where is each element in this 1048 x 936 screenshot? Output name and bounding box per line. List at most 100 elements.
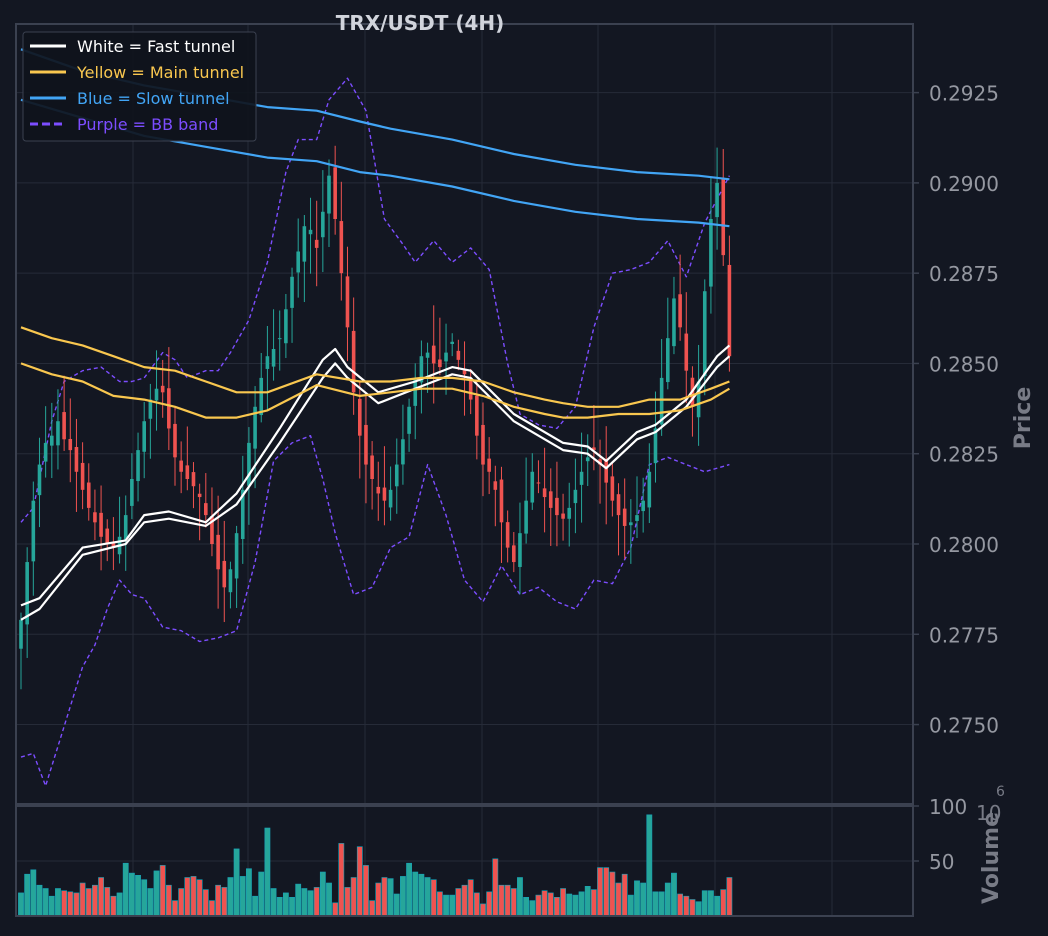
candlesticks xyxy=(19,145,732,690)
series-line-main-upper xyxy=(20,326,730,408)
volume-bar xyxy=(307,890,314,917)
candle-body xyxy=(284,309,288,344)
candle-body xyxy=(271,349,276,367)
volume-bar xyxy=(652,891,659,917)
volume-bar xyxy=(541,890,548,917)
price-tick-label: 0.2825 xyxy=(929,443,999,467)
volume-bar xyxy=(683,895,690,917)
candle-body xyxy=(641,500,645,512)
volume-bar xyxy=(215,884,222,917)
candle-body xyxy=(314,239,319,248)
volume-bar xyxy=(141,879,148,917)
volume-bar xyxy=(128,872,135,917)
candle-body xyxy=(394,464,399,487)
volume-bar xyxy=(455,888,462,917)
price-tick-label: 0.2850 xyxy=(929,352,999,376)
candle-body xyxy=(74,446,79,472)
volume-bar xyxy=(301,888,308,917)
candle-body xyxy=(216,534,220,570)
volume-bar xyxy=(529,900,536,917)
volume-bar xyxy=(252,895,258,917)
series-line-bb-lower xyxy=(20,435,730,787)
volume-bar xyxy=(190,876,197,917)
candle-body xyxy=(407,406,411,434)
volume-bar xyxy=(276,896,283,917)
volume-bar xyxy=(172,900,178,917)
price-tick-label: 0.2925 xyxy=(929,82,999,106)
candle-body xyxy=(259,377,264,416)
candle-body xyxy=(167,388,171,429)
price-axis-label: Price xyxy=(1011,387,1036,449)
candle-body xyxy=(130,479,134,506)
candle-body xyxy=(561,513,565,519)
price-tick-label: 0.2900 xyxy=(929,172,999,196)
candle-body xyxy=(493,481,498,490)
candle-body xyxy=(105,528,110,544)
candle-body xyxy=(709,219,713,287)
volume-bar xyxy=(695,901,702,917)
volume-bar xyxy=(375,882,382,917)
volume-bar xyxy=(443,894,449,917)
volume-bar xyxy=(646,814,653,917)
candle-body xyxy=(364,424,368,465)
candle-body xyxy=(86,482,91,508)
candle-body xyxy=(475,395,479,436)
candle-body xyxy=(530,471,535,503)
volume-bar xyxy=(116,892,123,917)
volume-bar xyxy=(621,873,628,917)
volume-bar xyxy=(209,900,215,917)
legend-box xyxy=(22,31,257,142)
candle-body xyxy=(376,486,381,494)
candle-body xyxy=(296,251,300,273)
volume-bar xyxy=(720,889,727,917)
candle-body xyxy=(148,399,153,419)
candle-body xyxy=(499,479,504,523)
series-line-fast-lower xyxy=(20,355,731,621)
volume-bar xyxy=(356,846,363,917)
volume-bar xyxy=(196,879,203,917)
candle-body xyxy=(185,465,190,479)
candle-body xyxy=(222,560,227,588)
candle-body xyxy=(592,447,596,451)
candle-body xyxy=(253,406,257,449)
volume-bar xyxy=(677,893,684,917)
volume-tick-label: 100 xyxy=(929,795,967,819)
candle-body xyxy=(659,377,664,425)
candle-body xyxy=(702,291,707,377)
candle-body xyxy=(234,533,239,579)
volume-bar xyxy=(48,895,55,917)
price-tick-label: 0.2875 xyxy=(929,262,999,286)
candle-body xyxy=(228,569,233,593)
volume-bar xyxy=(597,867,603,917)
candle-body xyxy=(277,338,282,340)
volume-bar xyxy=(603,867,610,917)
volume-bar xyxy=(110,895,117,917)
candle-body xyxy=(25,562,29,625)
candle-body xyxy=(388,489,393,508)
volume-bar xyxy=(498,884,505,917)
volume-bar xyxy=(609,871,616,917)
volume-bar xyxy=(239,876,246,917)
candle-body xyxy=(425,352,430,358)
chart-title: TRX/USDT (4H) xyxy=(336,11,505,35)
volume-bar xyxy=(85,888,92,917)
candle-body xyxy=(604,460,608,483)
candle-body xyxy=(567,507,572,519)
candle-body xyxy=(111,542,116,548)
candle-body xyxy=(123,515,128,540)
volume-bar xyxy=(486,891,493,917)
volume-bar xyxy=(560,888,566,917)
volume-bar xyxy=(24,873,31,917)
candle-body xyxy=(684,333,689,371)
candle-body xyxy=(204,503,208,516)
volume-bar xyxy=(418,873,425,917)
candle-body xyxy=(93,512,97,523)
series-line-fast-upper xyxy=(20,344,731,607)
volume-bar xyxy=(492,858,499,917)
volume-bar xyxy=(461,884,468,917)
candle-body xyxy=(573,489,578,504)
candle-body xyxy=(647,471,652,508)
candle-body xyxy=(160,385,165,393)
volume-bar xyxy=(159,865,166,917)
